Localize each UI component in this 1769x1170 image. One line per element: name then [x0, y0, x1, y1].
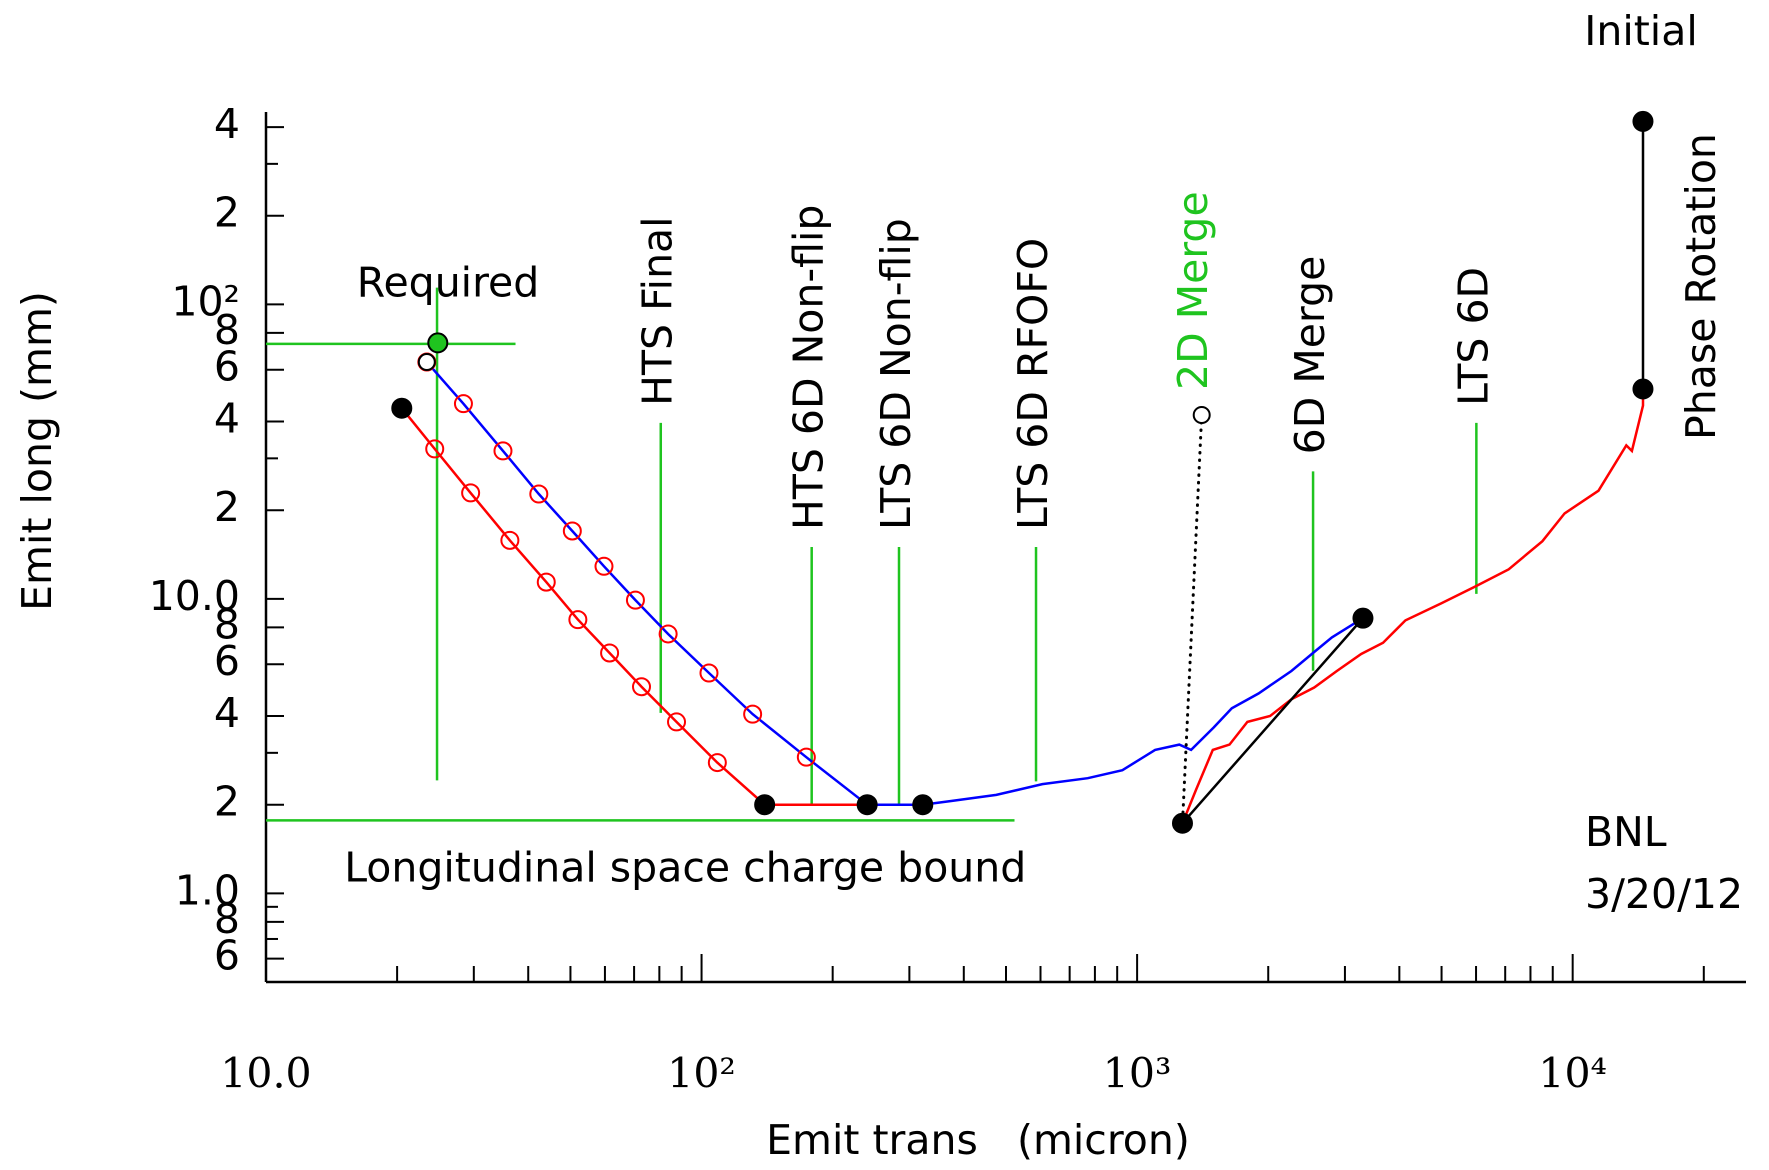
annotation: 2D Merge	[1169, 191, 1217, 390]
point	[417, 353, 436, 372]
y-tick-label: 10²	[171, 277, 240, 325]
series-marker	[562, 521, 582, 541]
series-marker	[625, 590, 645, 610]
y-tick-label: 6	[214, 637, 240, 685]
guide-label: LTS 6D RFOFO	[1009, 238, 1057, 530]
point	[856, 794, 878, 816]
series-marker	[568, 610, 588, 630]
series-marker	[425, 439, 445, 459]
x-tick-label: 10²	[667, 1050, 736, 1098]
series-marker	[529, 484, 549, 504]
y-tick-label: 4	[214, 689, 240, 737]
point	[912, 794, 934, 816]
series-line	[1181, 616, 1365, 825]
point	[754, 794, 776, 816]
y-axis-label: Emit long (mm)	[13, 291, 61, 611]
series-line	[1181, 387, 1645, 825]
series-marker	[667, 712, 687, 732]
guide-label: Longitudinal space charge bound	[344, 843, 1026, 891]
guide-label: Required	[357, 259, 539, 307]
y-tick-label: 4	[214, 100, 240, 148]
series-marker	[632, 677, 652, 697]
y-tick-label: 2	[214, 483, 240, 531]
point	[1632, 110, 1654, 132]
x-tick-label: 10⁴	[1538, 1050, 1607, 1098]
annotation: Initial	[1584, 7, 1697, 55]
series-marker	[658, 624, 678, 644]
y-tick-label: 4	[214, 395, 240, 443]
series-marker	[796, 747, 816, 767]
guide-label: HTS Final	[634, 216, 682, 405]
series-marker	[699, 663, 719, 683]
series-marker	[536, 572, 556, 592]
y-tick-label: 2	[214, 778, 240, 826]
series-marker	[743, 704, 763, 724]
series-marker	[707, 753, 727, 773]
guide-label: LTS 6D Non-flip	[872, 218, 920, 530]
y-tick-label: 6	[214, 932, 240, 980]
point	[391, 397, 413, 419]
point	[1352, 607, 1374, 629]
y-tick-label: 10.0	[149, 572, 240, 620]
series-marker	[493, 441, 513, 461]
series-line	[865, 616, 1365, 806]
point	[1632, 378, 1654, 400]
y-tick-label: 8	[214, 600, 240, 648]
x-axis-label: Emit trans (micron)	[766, 1116, 1190, 1164]
point	[427, 332, 449, 354]
series-line	[1181, 413, 1204, 825]
point	[1171, 812, 1193, 834]
series-marker	[594, 556, 614, 576]
y-tick-label: 6	[214, 343, 240, 391]
y-tick-label: 2	[214, 189, 240, 237]
annotation: BNL	[1585, 808, 1667, 856]
guide-label: 6D Merge	[1286, 256, 1334, 455]
annotation: 3/20/12	[1585, 870, 1743, 918]
x-tick-label: 10.0	[220, 1050, 311, 1098]
series-marker	[453, 394, 473, 414]
x-tick-label: 10³	[1103, 1050, 1172, 1098]
annotation: Phase Rotation	[1677, 133, 1725, 440]
guide-label: HTS 6D Non-flip	[785, 205, 833, 530]
series-line	[425, 360, 869, 806]
series-marker	[461, 483, 481, 503]
guide-label: LTS 6D	[1449, 267, 1497, 406]
y-tick-label: 8	[214, 306, 240, 354]
series-marker	[500, 530, 520, 550]
y-tick-label: 8	[214, 895, 240, 943]
y-tick-label: 1.0	[175, 866, 240, 914]
point	[1192, 406, 1211, 425]
series-marker	[600, 643, 620, 663]
